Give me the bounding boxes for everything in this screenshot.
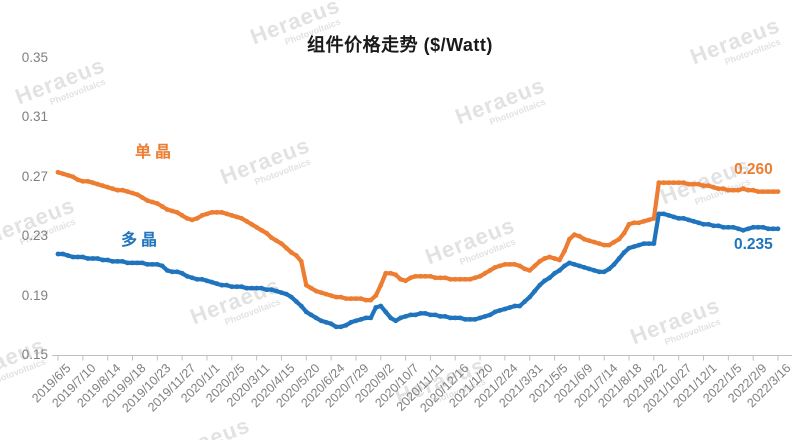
y-tick-label: 0.23 [21, 228, 48, 244]
y-tick-label: 0.19 [21, 287, 48, 303]
mono-last-value-label: 0.260 [734, 161, 773, 178]
y-tick-label: 0.15 [21, 347, 48, 362]
multi-series-line [55, 211, 781, 330]
series-label-mono: 单晶 [135, 144, 176, 161]
y-tick-label: 0.35 [21, 50, 48, 65]
multi-last-value-label: 0.235 [734, 236, 773, 253]
series-label-multi: 多晶 [121, 232, 162, 249]
mono-series-line [55, 169, 781, 303]
chart-title: 组件价格走势 ($/Watt) [307, 35, 493, 55]
y-tick-label: 0.31 [21, 109, 48, 125]
y-tick-label: 0.27 [21, 168, 48, 184]
